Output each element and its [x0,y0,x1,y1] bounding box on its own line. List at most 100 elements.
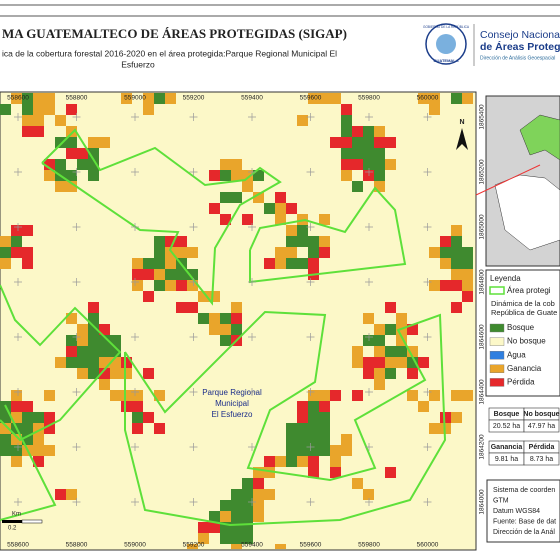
raster-cell [242,522,253,533]
raster-cell [440,247,451,258]
scale-bar [2,520,22,523]
raster-cell [374,126,385,137]
raster-cell [363,489,374,500]
raster-cell [374,346,385,357]
raster-cell [297,434,308,445]
raster-cell [308,412,319,423]
table-header: Ganancia [491,444,523,451]
raster-cell [440,236,451,247]
raster-cell [253,489,264,500]
x-tick-label: 559600 [300,95,322,102]
raster-cell [187,247,198,258]
raster-cell [253,478,264,489]
grid-cross [423,333,432,341]
raster-cell [0,258,11,269]
raster-cell [352,346,363,357]
raster-cell [33,104,44,115]
raster-cell [330,456,341,467]
raster-cell [363,137,374,148]
raster-cell [352,159,363,170]
legend-label: Agua [507,350,526,359]
raster-cell [99,324,110,335]
raster-cell [462,93,473,104]
scale-unit: Km [12,512,21,518]
raster-cell [385,324,396,335]
raster-cell [0,104,11,115]
raster-cell [385,137,396,148]
raster-cell [209,324,220,335]
x-tick-label: 559000 [124,95,146,102]
table-value: 20.52 ha [493,423,520,430]
x-tick-label: 560000 [417,542,439,549]
raster-cell [33,126,44,137]
grid-cross [306,278,315,286]
raster-cell [418,93,429,104]
y-tick-label: 1865200 [479,159,486,185]
raster-cell [297,456,308,467]
raster-cell [242,214,253,225]
raster-cell [66,357,77,368]
x-tick-label: 558600 [7,542,29,549]
raster-cell [352,126,363,137]
legend-subtitle: República de Guate [491,308,557,317]
subtitle: ica de la cobertura forestal 2016-2020 e… [2,48,337,58]
legend-label: Bosque [507,323,535,332]
raster-cell [363,170,374,181]
x-tick-label: 559800 [358,542,380,549]
table-value: 8.73 ha [530,456,553,463]
raster-cell [341,104,352,115]
legend-swatch [489,378,505,387]
raster-cell [165,93,176,104]
raster-cell [0,412,11,423]
raster-cell [286,236,297,247]
raster-cell [121,390,132,401]
grid-cross [248,333,256,341]
raster-cell [220,324,231,335]
grid-cross [365,498,373,506]
raster-cell [242,181,253,192]
grid-cross [423,388,432,396]
raster-cell [33,115,44,126]
raster-cell [462,291,473,302]
raster-cell [363,357,374,368]
raster-cell [385,357,396,368]
raster-cell [440,280,451,291]
grid-cross [189,113,198,121]
raster-cell [341,137,352,148]
y-tick-label: 1864800 [479,269,486,295]
raster-cell [429,423,440,434]
x-tick-label: 559600 [300,542,322,549]
legend-swatch [489,323,505,333]
grid-cross [423,278,432,286]
raster-cell [319,236,330,247]
raster-cell [220,313,231,324]
grid-cross [248,278,256,286]
raster-cell [55,115,66,126]
raster-cell [385,302,396,313]
raster-cell [297,225,308,236]
legend-label: No bosque [507,337,546,346]
x-tick-label: 559200 [183,95,205,102]
raster-cell [209,170,220,181]
grid-cross [131,388,139,396]
notes-box [486,479,560,543]
scale-bar [21,519,43,524]
raster-cell [44,390,55,401]
raster-cell [231,489,242,500]
seal-text: GUATEMALA [433,58,458,63]
raster-cell [99,335,110,346]
grid-cross [306,168,315,176]
grid-cross [131,333,139,341]
grid-cross [72,113,81,121]
grid-cross [365,278,373,286]
logo-text: Consejo Nacional [480,29,560,41]
raster-cell [429,390,440,401]
boundary [124,310,447,527]
y-tick-label: 1865000 [479,214,486,240]
raster-cell [451,302,462,313]
note: Dirección de la Anál [493,529,555,536]
grid-cross [72,223,81,231]
raster-cell [66,335,77,346]
raster-cell [253,192,264,203]
note: GTM [493,497,509,504]
